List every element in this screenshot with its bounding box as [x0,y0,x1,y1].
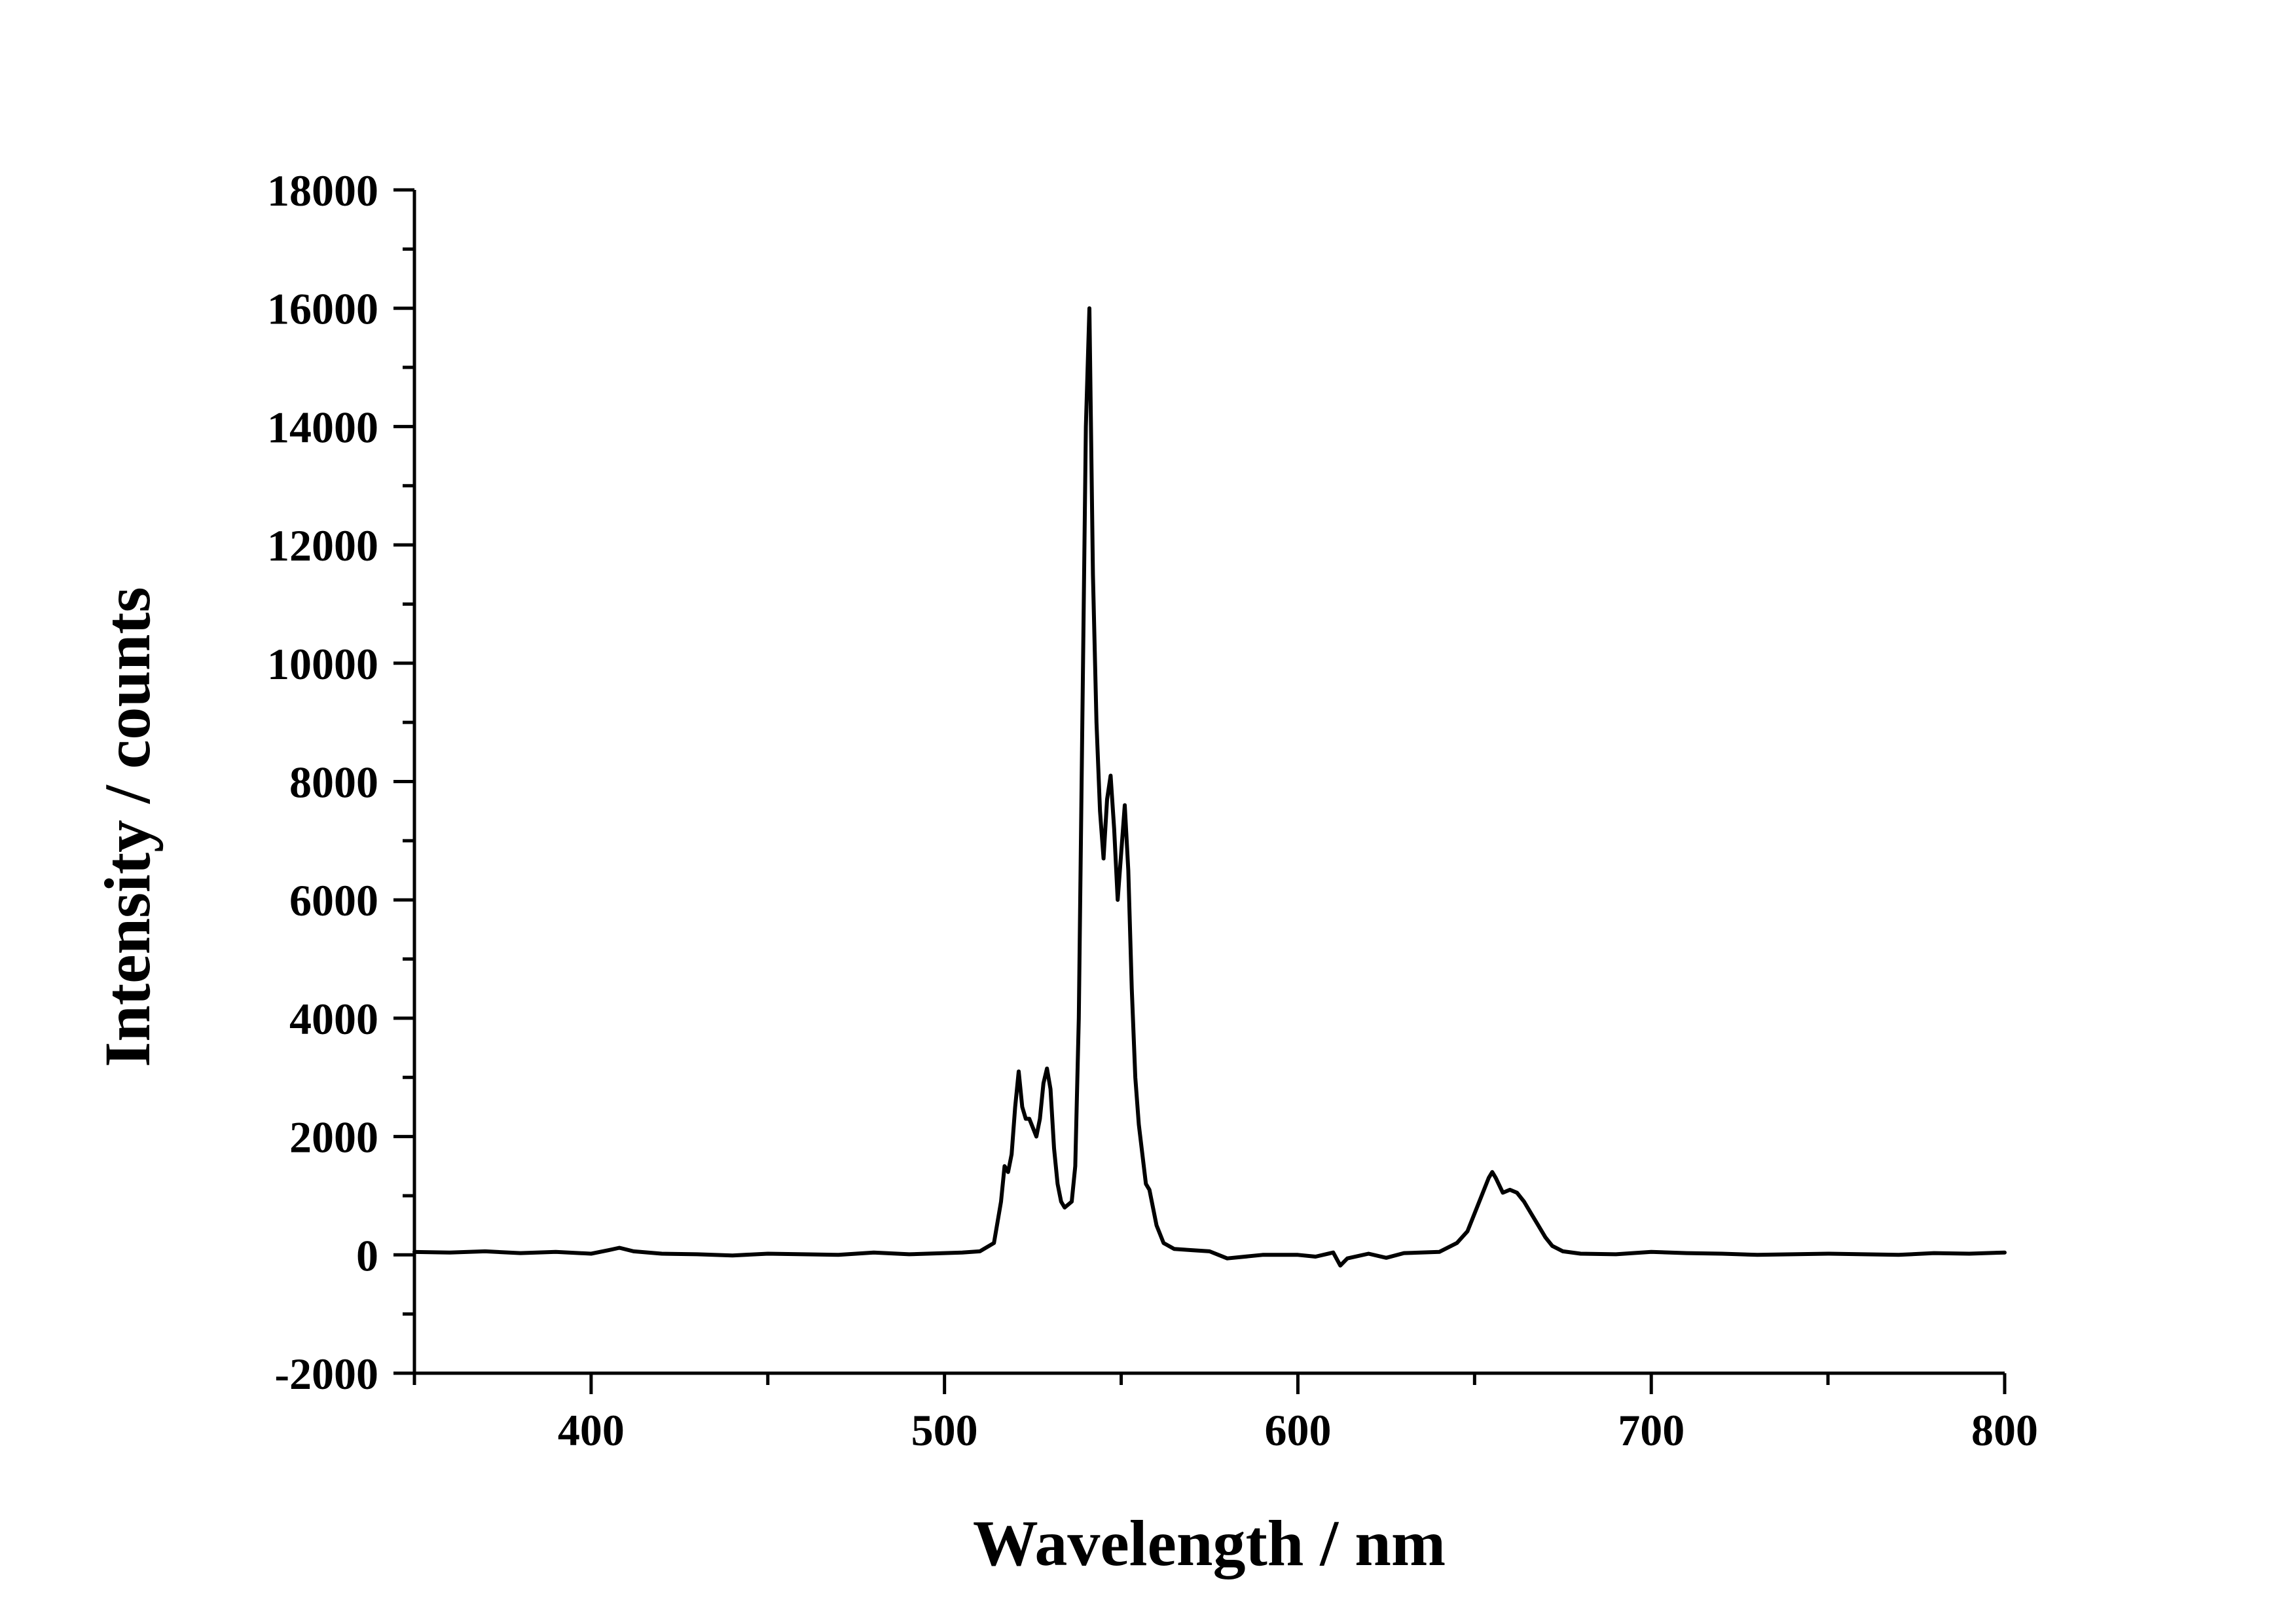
y-tick-label: -2000 [274,1349,378,1399]
y-tick-label: 6000 [289,876,378,925]
x-axis-title: Wavelength / nm [973,1507,1446,1579]
x-tick-label: 500 [911,1405,978,1455]
y-tick-label: 10000 [267,639,378,689]
plot-axes [412,190,2005,1375]
y-tick-label: 12000 [267,521,378,570]
y-tick-label: 0 [356,1230,378,1280]
y-tick-label: 8000 [289,758,378,807]
y-tick-label: 4000 [289,994,378,1044]
y-tick-label: 2000 [289,1113,378,1162]
y-axis-ticks: -2000 0 2000 4000 6000 8000 10000 12000 14000 160… [267,166,414,1399]
y-axis-title: Intensity / counts [91,587,164,1067]
x-tick-label: 600 [1264,1405,1331,1455]
x-tick-label: 700 [1618,1405,1685,1455]
y-tick-label: 18000 [267,166,378,215]
y-tick-label: 14000 [267,402,378,452]
x-tick-label: 800 [1971,1405,2038,1455]
spectrum-line [412,306,2007,1268]
x-axis-ticks: 400 500 600 700 800 [412,1373,2038,1455]
y-tick-label: 16000 [267,284,378,334]
x-tick-label: 400 [558,1405,625,1455]
